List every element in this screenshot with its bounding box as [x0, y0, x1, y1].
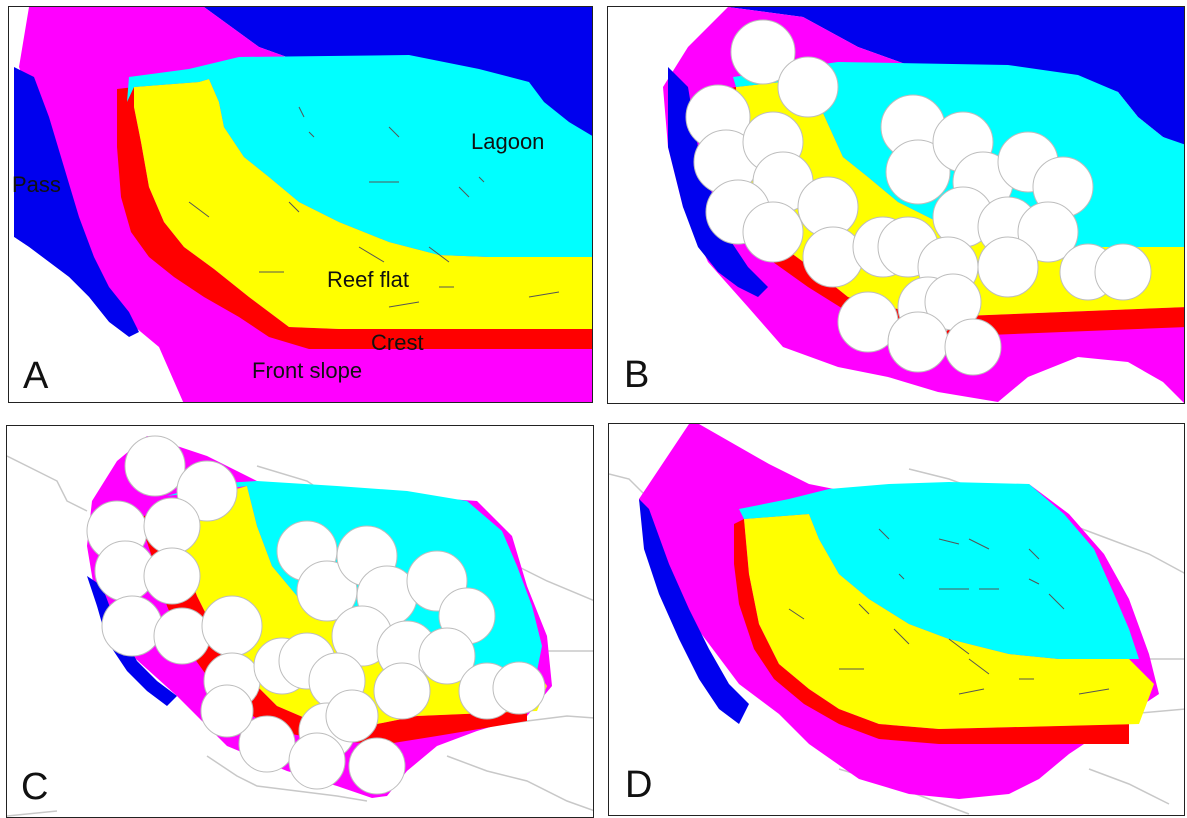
deep-water-zone	[29, 7, 592, 141]
crest-zone	[726, 87, 1184, 337]
panel-a: A Pass Lagoon Reef flat Crest Front slop…	[8, 6, 593, 403]
lagoon-label: Lagoon	[471, 129, 545, 154]
reef-flat-zone	[134, 79, 592, 329]
pass-zone	[14, 67, 139, 337]
deep-water-zone	[608, 7, 1184, 147]
reef-flat-label: Reef flat	[327, 267, 409, 292]
coverage-circles	[685, 19, 1152, 376]
panel-label: A	[23, 355, 49, 397]
panel-b-map	[608, 7, 1184, 403]
panel-d-map	[609, 424, 1184, 815]
current-vectors	[788, 528, 1110, 695]
lagoon-zone	[127, 55, 592, 257]
panel-c-map	[7, 435, 593, 817]
panel-a-map	[9, 7, 592, 402]
white-land-zone	[608, 7, 783, 403]
lagoon-zone	[739, 482, 1139, 659]
pass-label: Pass	[12, 172, 61, 197]
crest-label: Crest	[371, 330, 424, 355]
panel-c: C	[6, 425, 594, 818]
white-land-zone	[9, 67, 183, 402]
panel-d: D	[608, 423, 1185, 816]
current-vectors	[188, 106, 560, 308]
panel-label: C	[21, 766, 49, 808]
pass-zone	[639, 499, 749, 724]
panel-b: B	[607, 6, 1185, 404]
panel-label: B	[624, 354, 650, 396]
coverage-circles	[86, 435, 546, 795]
front-slope-label: Front slope	[252, 358, 363, 383]
panel-label: D	[625, 764, 653, 806]
reef-flat-zone	[744, 514, 1154, 729]
